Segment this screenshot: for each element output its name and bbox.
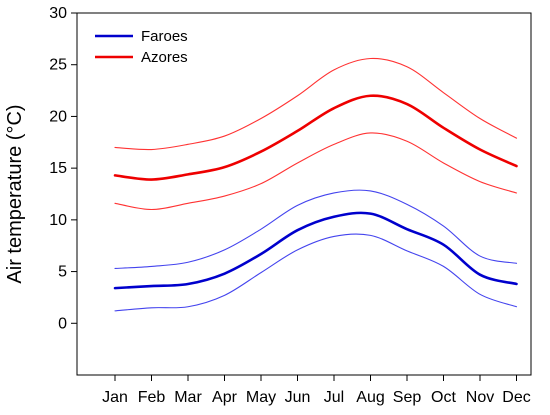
- y-tick-label: 15: [49, 160, 67, 177]
- x-tick-label: Nov: [466, 389, 494, 406]
- series-line-mean-azores: [113, 94, 518, 181]
- x-tick-label: Aug: [356, 389, 384, 406]
- x-tick-label: Feb: [138, 389, 166, 406]
- x-tick-label: Oct: [431, 389, 456, 406]
- legend-label-azores: Azores: [141, 49, 188, 66]
- series-line-lower-band-2: [114, 233, 518, 312]
- x-tick-label: Jan: [102, 389, 128, 406]
- x-tick-label: Apr: [212, 389, 238, 406]
- x-axis: Jan Feb Mar Apr May Jun Jul Aug Sep Oct Nov Dec: [102, 375, 531, 406]
- x-tick-label: Jun: [285, 389, 311, 406]
- legend-label-faroes: Faroes: [141, 28, 188, 45]
- series-line-upper-band-1: [114, 189, 518, 270]
- series-line-lower-band-5: [114, 132, 518, 211]
- y-axis-title: Air temperature (°C): [4, 104, 26, 283]
- x-tick-label: May: [246, 389, 276, 406]
- x-tick-label: Dec: [502, 389, 530, 406]
- y-tick-label: 5: [58, 264, 67, 281]
- y-tick-label: 10: [49, 212, 67, 229]
- series-line-upper-band-4: [114, 57, 518, 151]
- x-tick-label: Jul: [324, 389, 344, 406]
- y-tick-label: 30: [49, 5, 67, 22]
- x-tick-label: Mar: [174, 389, 202, 406]
- y-axis: 0 5 10 15 20 25 30: [49, 5, 77, 332]
- series-layer: [113, 57, 518, 312]
- x-tick-label: Sep: [393, 389, 422, 406]
- plot-frame: [76, 12, 532, 376]
- series-line-mean-faroes: [113, 211, 518, 290]
- y-tick-label: 20: [49, 108, 67, 125]
- y-tick-label: 25: [49, 57, 67, 74]
- y-tick-label: 0: [58, 315, 67, 332]
- legend: Faroes Azores: [95, 28, 188, 66]
